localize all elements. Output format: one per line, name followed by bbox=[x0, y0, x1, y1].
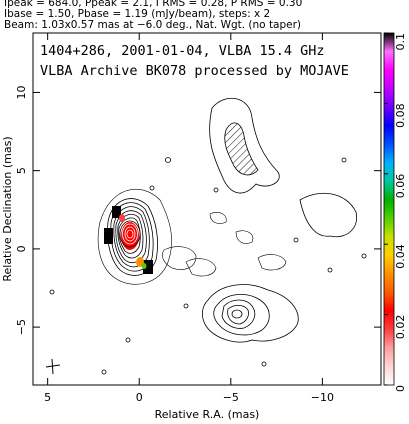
header-line-3: Beam: 1.03x0.57 mas at −6.0 deg., Nat. W… bbox=[4, 19, 302, 31]
plot-title-line-2: VLBA Archive BK078 processed by MOJAVE bbox=[40, 63, 349, 79]
peak-contours bbox=[119, 220, 141, 248]
x-tick-label: 5 bbox=[44, 391, 51, 404]
colorbar-tick-label: 0.04 bbox=[394, 244, 407, 269]
contour-layer bbox=[49, 97, 367, 375]
colorbar-tick-label: 0 bbox=[394, 385, 407, 392]
x-tick-label: −10 bbox=[311, 391, 334, 404]
y-tick-label: −5 bbox=[15, 319, 28, 335]
core-contours bbox=[107, 198, 158, 276]
colorbar-tick-label: 0.06 bbox=[394, 174, 407, 199]
y-tick-label: 0 bbox=[15, 245, 28, 252]
header-line-2: Ibase = 1.50, Pbase = 1.19 (mJy/beam), s… bbox=[4, 8, 271, 20]
header-line-1: Ipeak = 684.0, Ppeak = 2.1, I RMS = 0.28… bbox=[4, 0, 303, 9]
y-tick-label: 5 bbox=[15, 167, 28, 174]
colorbar-tick-label: 0.1 bbox=[394, 33, 407, 51]
x-axis-label: Relative R.A. (mas) bbox=[155, 408, 260, 421]
colorbar-tick-label: 0.02 bbox=[394, 315, 407, 340]
y-axis-ticks: 10 5 0 −5 bbox=[15, 85, 381, 335]
polarization-color bbox=[104, 206, 153, 274]
colorbar-ticks: 0.1 0.08 0.06 0.04 0.02 0 bbox=[384, 32, 407, 392]
y-tick-label: 10 bbox=[15, 85, 28, 99]
plot-frame bbox=[32, 32, 382, 386]
x-tick-label: 0 bbox=[136, 391, 143, 404]
y-axis-label: Relative Declination (mas) bbox=[1, 136, 14, 281]
x-axis-ticks: 5 0 −5 −10 bbox=[44, 33, 334, 404]
x-tick-label: −5 bbox=[223, 391, 239, 404]
beam-marker bbox=[45, 358, 61, 375]
plot-title-line-1: 1404+286, 2001-01-04, VLBA 15.4 GHz bbox=[40, 43, 324, 59]
colorbar-tick-label: 0.08 bbox=[394, 103, 407, 128]
colorbar bbox=[383, 32, 395, 386]
